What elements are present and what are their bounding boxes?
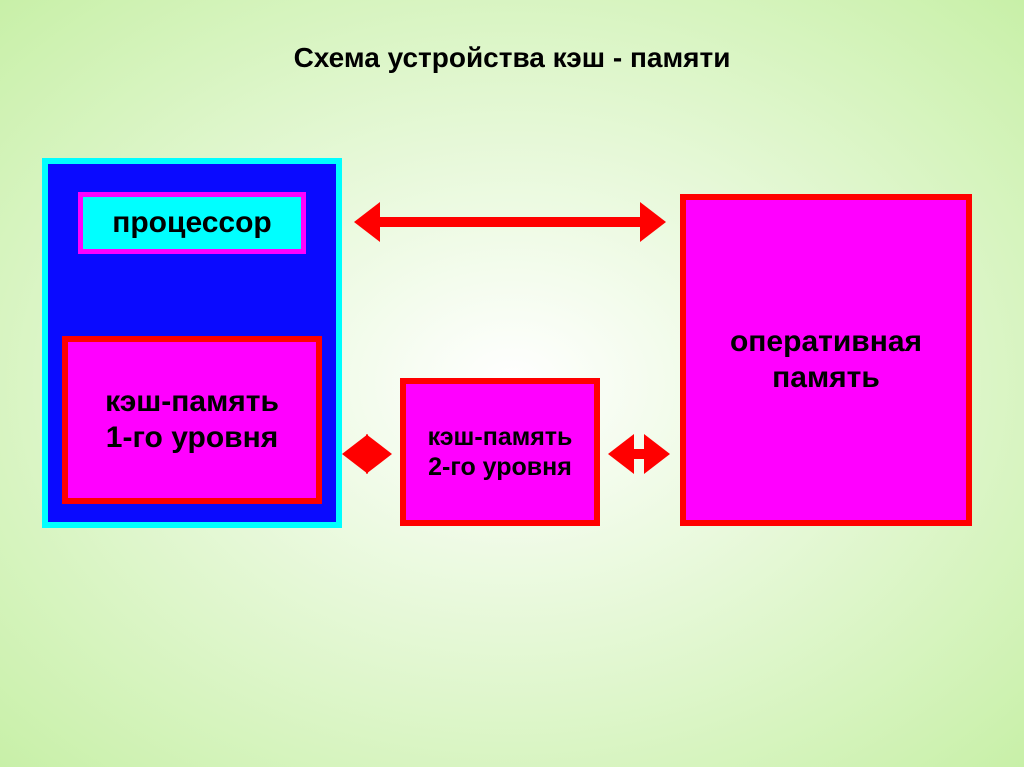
diagram-title: Схема устройства кэш - памяти bbox=[0, 42, 1024, 74]
ram-box: оперативная память bbox=[680, 194, 972, 526]
cache-l2-box: кэш-память 2-го уровня bbox=[400, 378, 600, 526]
processor-label: процессор bbox=[112, 205, 272, 241]
cache-l1-label: кэш-память 1-го уровня bbox=[105, 384, 279, 456]
processor-box: процессор bbox=[78, 192, 306, 254]
ram-label: оперативная память bbox=[730, 324, 922, 396]
cache-l1-box: кэш-память 1-го уровня bbox=[62, 336, 322, 504]
cache-l2-label: кэш-память 2-го уровня bbox=[428, 422, 573, 482]
